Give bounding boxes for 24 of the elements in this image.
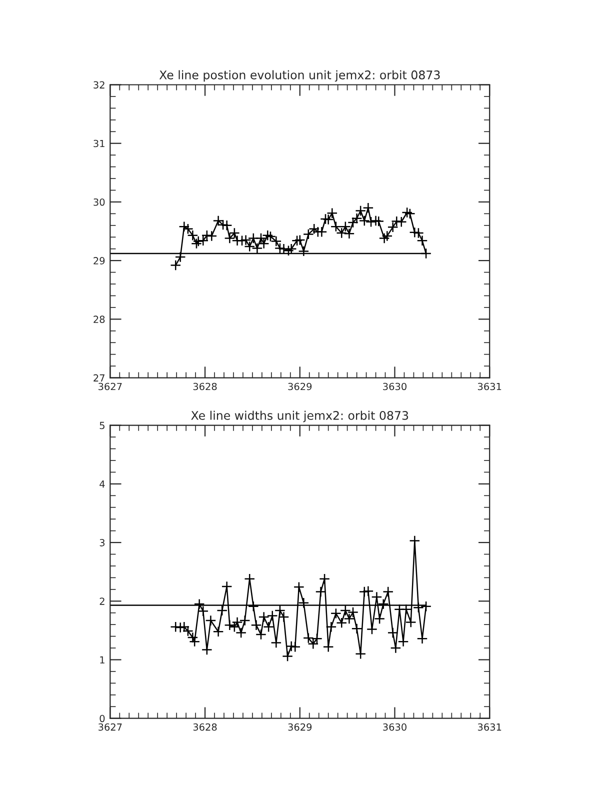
y-tick-label: 28	[94, 316, 105, 324]
y-tick-label: 31	[94, 140, 104, 148]
y-tick-label: 27	[94, 374, 104, 382]
y-tick-label: 29	[94, 257, 105, 264]
y-tick-label: 0	[100, 714, 105, 722]
x-tick-label: 3628	[193, 382, 217, 390]
y-tick-label: 32	[94, 81, 104, 89]
y-tick-label: 2	[100, 598, 104, 605]
x-tick-label: 3631	[478, 723, 502, 731]
x-tick-label: 3627	[98, 723, 122, 731]
y-tick-label: 5	[100, 422, 104, 430]
x-tick-label: 3630	[383, 723, 406, 731]
x-tick-label: 3631	[478, 382, 502, 390]
x-tick-label: 3627	[98, 382, 122, 390]
chart-title: Xe line widths unit jemx2: orbit 0873	[191, 410, 408, 422]
y-tick-label: 4	[100, 480, 105, 488]
x-tick-label: 3630	[383, 382, 406, 390]
x-tick-label: 3628	[193, 723, 217, 731]
x-tick-label: 3629	[288, 382, 312, 390]
chart-title: Xe line postion evolution unit jemx2: orbit 0873	[159, 70, 440, 82]
y-tick-label: 1	[100, 656, 104, 664]
y-tick-label: 30	[94, 198, 105, 206]
x-tick-label: 3629	[288, 723, 312, 731]
y-tick-label: 3	[100, 539, 105, 546]
